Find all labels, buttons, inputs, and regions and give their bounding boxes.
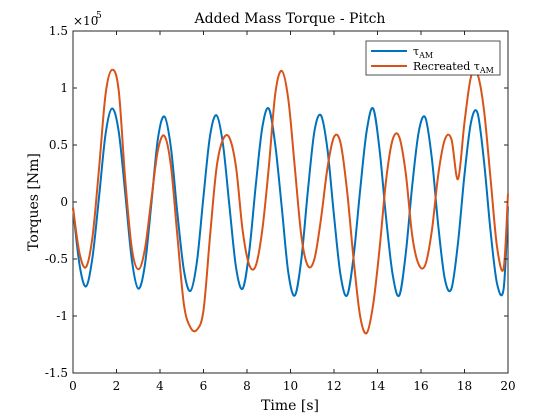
y-ticks: -1.5 -1 -0.5 0 0.5 1 1.5 — [45, 24, 508, 380]
x-tick-label: 12 — [326, 379, 341, 393]
x-tick-label: 4 — [156, 379, 164, 393]
legend-entry-recreated-subscript: AM — [479, 66, 494, 75]
legend-entry-tau-am: τAM — [413, 45, 433, 60]
x-axis-label: Time [s] — [261, 398, 319, 414]
legend-entry-recreated-name: Recreated τ — [413, 60, 480, 73]
y-tick-label: -1.5 — [45, 366, 68, 380]
x-tick-label: 0 — [69, 379, 77, 393]
y-tick-label: 1 — [60, 81, 68, 95]
legend-entry-tau-am-subscript: AM — [418, 51, 433, 60]
y-multiplier-exponent: 5 — [96, 11, 102, 21]
plot-area: 0 2 4 6 8 10 12 14 16 18 20 -1.5 -1 -0.5 0 0.5 1 1.5 — [45, 24, 516, 393]
x-tick-label: 18 — [457, 379, 472, 393]
x-tick-label: 2 — [113, 379, 121, 393]
x-tick-label: 14 — [370, 379, 386, 393]
series-layer — [72, 68, 509, 335]
y-exponent: ×10 5 — [73, 11, 102, 28]
series-line-recreated-tau-am — [72, 68, 509, 335]
y-tick-label: 0.5 — [49, 138, 68, 152]
chart-title: Added Mass Torque - Pitch — [194, 11, 386, 27]
legend: τAM Recreated τAM — [365, 40, 501, 76]
x-tick-label: 6 — [200, 379, 208, 393]
y-tick-label: 1.5 — [49, 24, 68, 38]
x-tick-label: 8 — [243, 379, 251, 393]
x-tick-label: 10 — [283, 379, 298, 393]
y-axis-label: Torques [Nm] — [26, 153, 42, 251]
series-line-tau-am — [72, 107, 509, 298]
legend-entry-tau-am-name: τ — [413, 45, 419, 58]
x-tick-label: 20 — [500, 379, 515, 393]
axes-box — [72, 30, 509, 374]
y-tick-label: 0 — [60, 195, 68, 209]
legend-box — [365, 40, 501, 76]
y-tick-label: -1 — [56, 309, 68, 323]
legend-entry-recreated-tau-am: Recreated τAM — [413, 60, 494, 75]
x-tick-label: 16 — [413, 379, 428, 393]
x-ticks: 0 2 4 6 8 10 12 14 16 18 20 — [69, 31, 516, 393]
y-multiplier-label: ×10 — [73, 14, 98, 28]
y-tick-label: -0.5 — [45, 252, 68, 266]
